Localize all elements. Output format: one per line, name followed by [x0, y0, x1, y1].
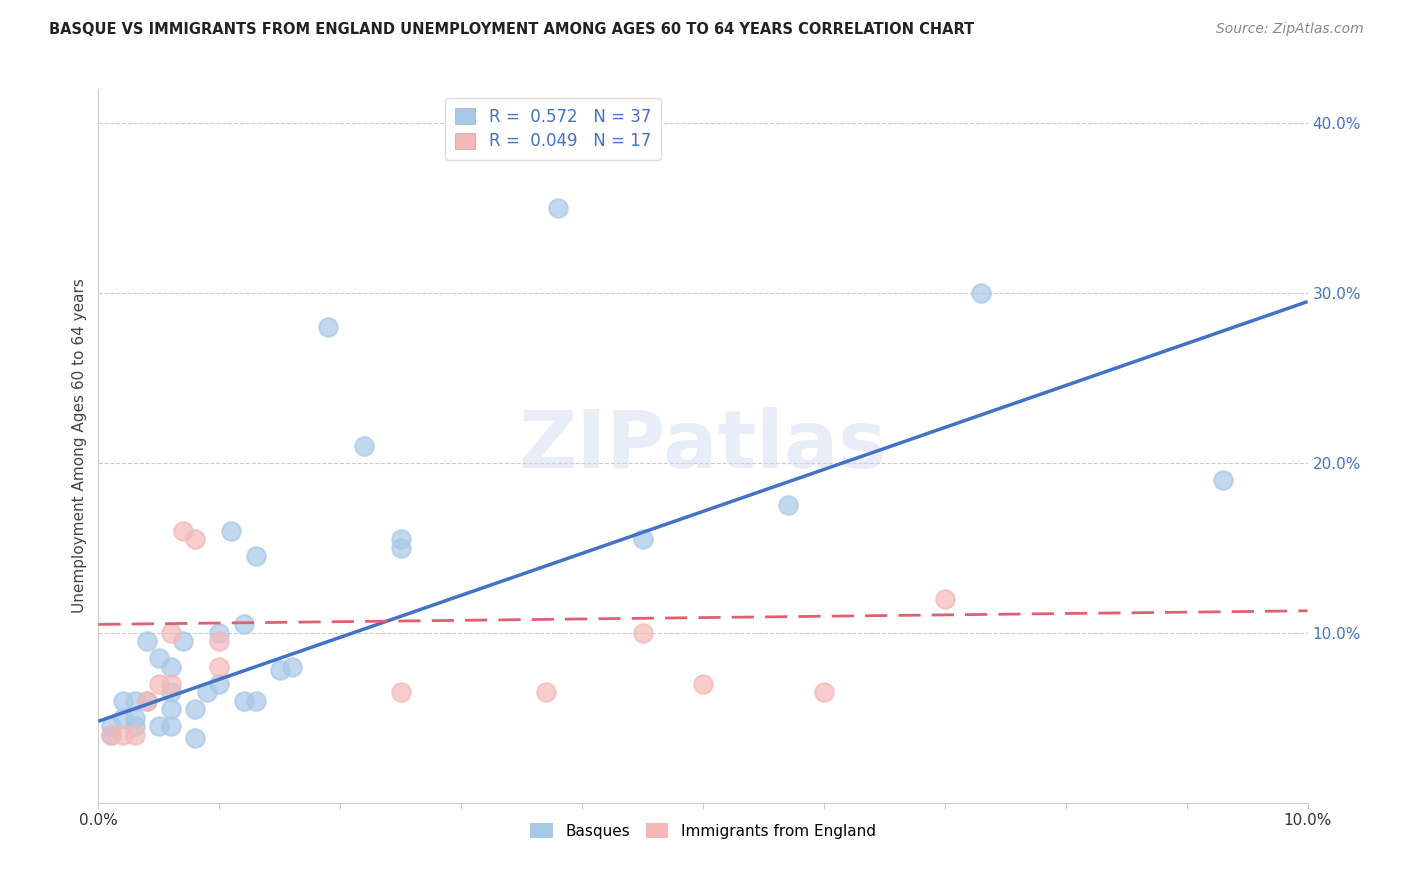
Point — [184, 533, 207, 547]
Point — [111, 711, 134, 725]
Point — [148, 719, 170, 733]
Point — [813, 685, 835, 699]
Point — [160, 685, 183, 699]
Point — [232, 617, 254, 632]
Point — [208, 677, 231, 691]
Text: Source: ZipAtlas.com: Source: ZipAtlas.com — [1216, 22, 1364, 37]
Point — [353, 439, 375, 453]
Point — [135, 694, 157, 708]
Text: ZIPatlas: ZIPatlas — [519, 407, 887, 485]
Point — [547, 201, 569, 215]
Point — [221, 524, 243, 538]
Point — [184, 702, 207, 716]
Text: BASQUE VS IMMIGRANTS FROM ENGLAND UNEMPLOYMENT AMONG AGES 60 TO 64 YEARS CORRELA: BASQUE VS IMMIGRANTS FROM ENGLAND UNEMPL… — [49, 22, 974, 37]
Point — [172, 634, 194, 648]
Point — [692, 677, 714, 691]
Point — [100, 719, 122, 733]
Point — [124, 719, 146, 733]
Legend: Basques, Immigrants from England: Basques, Immigrants from England — [524, 817, 882, 845]
Point — [389, 533, 412, 547]
Point — [208, 660, 231, 674]
Point — [160, 626, 183, 640]
Point — [111, 728, 134, 742]
Point — [148, 651, 170, 665]
Point — [148, 677, 170, 691]
Point — [160, 719, 183, 733]
Point — [100, 728, 122, 742]
Point — [245, 549, 267, 564]
Point — [160, 660, 183, 674]
Point — [534, 685, 557, 699]
Point — [316, 320, 339, 334]
Point — [776, 499, 799, 513]
Point — [160, 702, 183, 716]
Point — [232, 694, 254, 708]
Point — [135, 634, 157, 648]
Point — [631, 626, 654, 640]
Point — [269, 663, 291, 677]
Point — [160, 677, 183, 691]
Point — [245, 694, 267, 708]
Point — [208, 634, 231, 648]
Point — [1212, 473, 1234, 487]
Point — [100, 728, 122, 742]
Point — [970, 286, 993, 301]
Point — [208, 626, 231, 640]
Point — [124, 728, 146, 742]
Point — [172, 524, 194, 538]
Point — [195, 685, 218, 699]
Point — [631, 533, 654, 547]
Point — [124, 694, 146, 708]
Point — [281, 660, 304, 674]
Point — [184, 731, 207, 746]
Point — [389, 685, 412, 699]
Point — [124, 711, 146, 725]
Point — [934, 591, 956, 606]
Point — [135, 694, 157, 708]
Point — [389, 541, 412, 555]
Point — [111, 694, 134, 708]
Y-axis label: Unemployment Among Ages 60 to 64 years: Unemployment Among Ages 60 to 64 years — [72, 278, 87, 614]
